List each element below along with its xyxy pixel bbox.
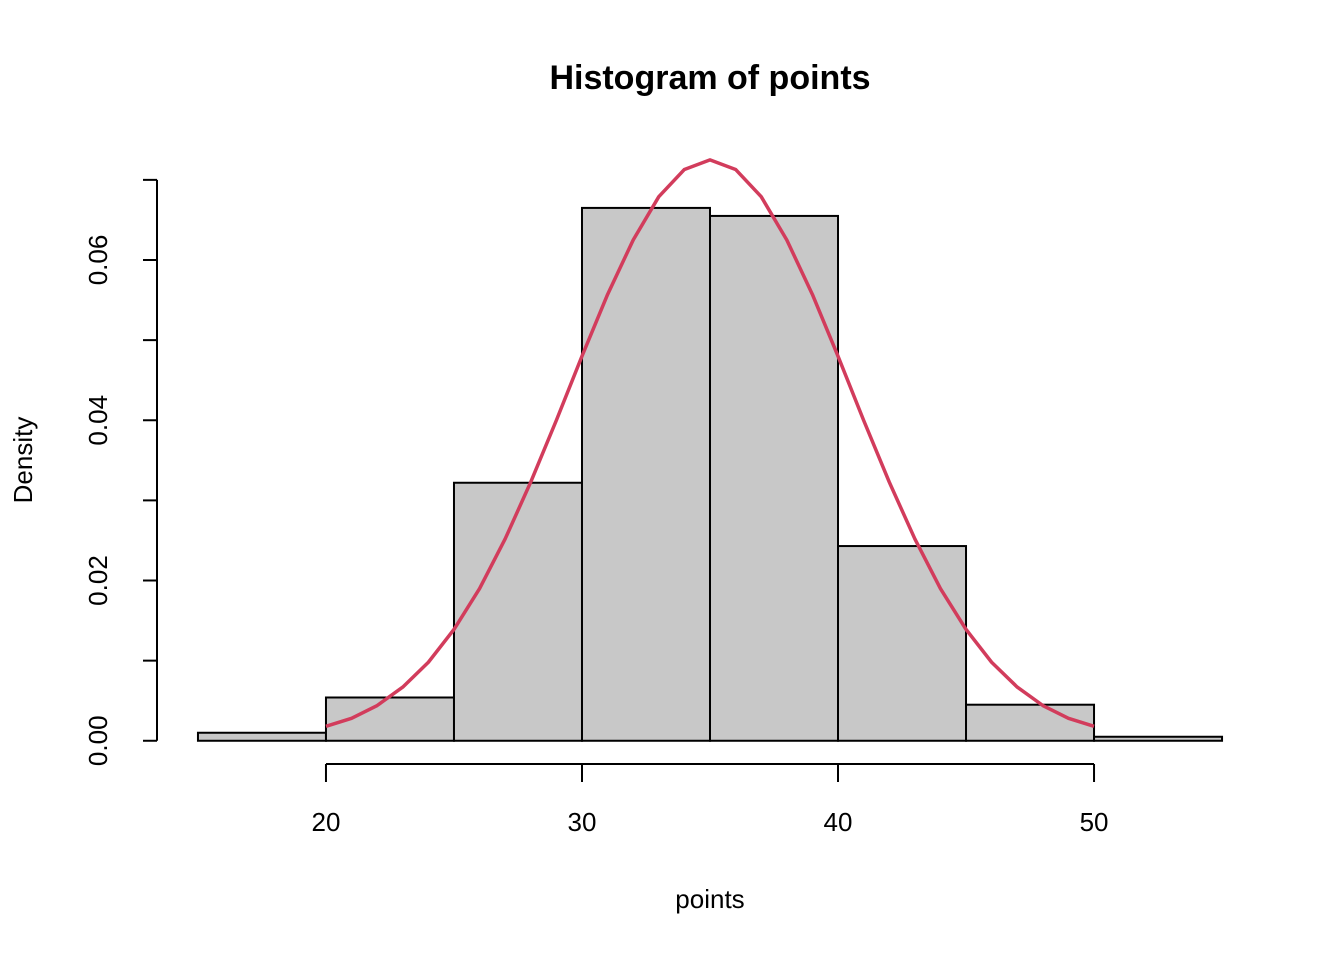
y-tick-label: 0.04 [83, 395, 113, 446]
bar [837, 545, 968, 742]
bar [1093, 735, 1224, 742]
bar [965, 703, 1096, 742]
y-tick-label: 0.00 [83, 715, 113, 766]
x-tick-label: 30 [568, 807, 597, 837]
bar [452, 481, 583, 742]
chart-title: Histogram of points [549, 59, 870, 97]
y-tick-label: 0.06 [83, 235, 113, 286]
density-curve [325, 158, 1095, 729]
y-axis-label: Density [8, 417, 38, 504]
y-tick-label: 0.02 [83, 555, 113, 606]
x-axis-label: points [675, 884, 744, 914]
bar [196, 731, 327, 742]
x-tick-label: 50 [1080, 807, 1109, 837]
x-tick-label: 40 [824, 807, 853, 837]
bar [580, 206, 711, 742]
x-tick-label: 20 [312, 807, 341, 837]
bar [709, 214, 840, 742]
